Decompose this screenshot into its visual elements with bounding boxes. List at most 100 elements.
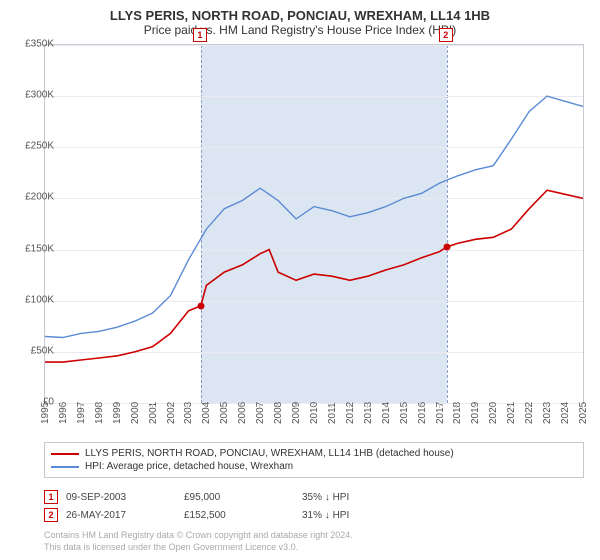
x-axis-label: 2018 xyxy=(452,402,463,424)
x-axis-label: 2016 xyxy=(417,402,428,424)
x-tick xyxy=(528,404,529,408)
x-tick xyxy=(492,404,493,408)
x-axis-label: 2015 xyxy=(399,402,410,424)
legend-label: HPI: Average price, detached house, Wrex… xyxy=(85,461,293,472)
chart-subtitle: Price paid vs. HM Land Registry's House … xyxy=(0,23,600,41)
x-axis-label: 2025 xyxy=(578,402,589,424)
x-axis-label: 2009 xyxy=(291,402,302,424)
x-axis-label: 2020 xyxy=(488,402,499,424)
x-axis-label: 2004 xyxy=(201,402,212,424)
attrib-line-2: This data is licensed under the Open Gov… xyxy=(44,542,584,554)
x-tick xyxy=(403,404,404,408)
legend-row: LLYS PERIS, NORTH ROAD, PONCIAU, WREXHAM… xyxy=(51,447,577,460)
chart-container: LLYS PERIS, NORTH ROAD, PONCIAU, WREXHAM… xyxy=(0,0,600,560)
x-tick xyxy=(152,404,153,408)
y-axis-label: £50K xyxy=(14,345,54,356)
attrib-line-1: Contains HM Land Registry data © Crown c… xyxy=(44,530,584,542)
x-tick xyxy=(456,404,457,408)
y-axis-label: £150K xyxy=(14,243,54,254)
x-axis-label: 2002 xyxy=(166,402,177,424)
attribution: Contains HM Land Registry data © Crown c… xyxy=(44,530,584,553)
x-tick xyxy=(582,404,583,408)
x-tick xyxy=(313,404,314,408)
x-axis-label: 2013 xyxy=(363,402,374,424)
legend: LLYS PERIS, NORTH ROAD, PONCIAU, WREXHAM… xyxy=(44,442,584,478)
x-axis-label: 2022 xyxy=(524,402,535,424)
sale-date: 26-MAY-2017 xyxy=(66,510,176,521)
y-axis-label: £0 xyxy=(14,397,54,408)
x-axis-label: 2024 xyxy=(560,402,571,424)
x-tick xyxy=(510,404,511,408)
y-axis-label: £350K xyxy=(14,39,54,50)
x-tick xyxy=(295,404,296,408)
x-axis-label: 2014 xyxy=(381,402,392,424)
x-axis-labels: 1995199619971998199920002001200220032004… xyxy=(44,406,584,440)
x-tick xyxy=(331,404,332,408)
x-axis-label: 2010 xyxy=(309,402,320,424)
legend-swatch xyxy=(51,453,79,455)
x-axis-label: 2005 xyxy=(219,402,230,424)
sale-dot xyxy=(443,244,450,251)
x-tick xyxy=(474,404,475,408)
x-axis-label: 1996 xyxy=(58,402,69,424)
x-tick xyxy=(367,404,368,408)
sales-table: 109-SEP-2003£95,00035% ↓ HPI226-MAY-2017… xyxy=(44,488,584,524)
x-tick xyxy=(385,404,386,408)
x-axis-label: 2017 xyxy=(435,402,446,424)
legend-swatch xyxy=(51,466,79,468)
x-axis-label: 2011 xyxy=(327,402,338,424)
x-tick xyxy=(241,404,242,408)
x-axis-label: 2007 xyxy=(255,402,266,424)
chart-lines xyxy=(45,45,583,403)
x-tick xyxy=(564,404,565,408)
x-tick xyxy=(80,404,81,408)
x-tick xyxy=(170,404,171,408)
legend-label: LLYS PERIS, NORTH ROAD, PONCIAU, WREXHAM… xyxy=(85,448,454,459)
x-axis-label: 2012 xyxy=(345,402,356,424)
x-tick xyxy=(546,404,547,408)
x-axis-label: 2021 xyxy=(506,402,517,424)
x-tick xyxy=(349,404,350,408)
sale-diff: 31% ↓ HPI xyxy=(302,510,442,521)
y-axis-label: £100K xyxy=(14,294,54,305)
x-tick xyxy=(116,404,117,408)
x-axis-label: 2006 xyxy=(237,402,248,424)
sale-price: £152,500 xyxy=(184,510,294,521)
sale-row: 2 26-MAY-2017 £152,500 31% ↓ HPI xyxy=(44,506,584,524)
x-axis-label: 2003 xyxy=(183,402,194,424)
y-axis-label: £200K xyxy=(14,192,54,203)
x-tick xyxy=(223,404,224,408)
x-tick xyxy=(259,404,260,408)
x-axis-label: 1997 xyxy=(76,402,87,424)
sale-marker-box: 1 xyxy=(193,28,207,42)
plot-area xyxy=(44,44,584,404)
x-axis-label: 2023 xyxy=(542,402,553,424)
sale-index-box: 2 xyxy=(44,508,58,522)
x-tick xyxy=(62,404,63,408)
x-axis-label: 1999 xyxy=(112,402,123,424)
x-axis-label: 2008 xyxy=(273,402,284,424)
series-hpi xyxy=(45,96,583,337)
x-tick xyxy=(134,404,135,408)
x-axis-label: 2000 xyxy=(130,402,141,424)
x-axis-label: 2019 xyxy=(470,402,481,424)
x-tick xyxy=(439,404,440,408)
sale-dot xyxy=(197,302,204,309)
x-tick xyxy=(44,404,45,408)
x-axis-label: 2001 xyxy=(148,402,159,424)
sale-marker-box: 2 xyxy=(439,28,453,42)
x-tick xyxy=(277,404,278,408)
sale-row: 109-SEP-2003£95,00035% ↓ HPI xyxy=(44,488,584,506)
y-axis-label: £300K xyxy=(14,90,54,101)
sale-price: £95,000 xyxy=(184,492,294,503)
sale-diff: 35% ↓ HPI xyxy=(302,492,442,503)
x-tick xyxy=(205,404,206,408)
sale-index-box: 1 xyxy=(44,490,58,504)
x-tick xyxy=(187,404,188,408)
x-axis-label: 1998 xyxy=(94,402,105,424)
x-tick xyxy=(421,404,422,408)
series-property xyxy=(45,190,583,362)
x-tick xyxy=(98,404,99,408)
legend-row: HPI: Average price, detached house, Wrex… xyxy=(51,460,577,473)
chart-title: LLYS PERIS, NORTH ROAD, PONCIAU, WREXHAM… xyxy=(0,0,600,23)
